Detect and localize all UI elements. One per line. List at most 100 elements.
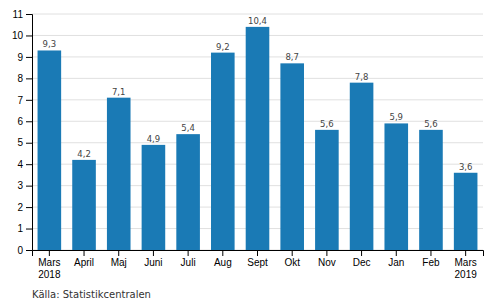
x-tick-mark bbox=[465, 250, 466, 256]
x-tick: Sept bbox=[247, 250, 268, 268]
x-tick-label-line: Maj bbox=[111, 257, 127, 268]
x-tick-label-line: Juli bbox=[181, 257, 196, 268]
x-tick-label: Okt bbox=[284, 257, 300, 268]
x-tick-label-line: Jan bbox=[388, 257, 404, 268]
data-label: 4,9 bbox=[147, 134, 161, 144]
y-tick-mark bbox=[26, 78, 32, 79]
x-tick-label: Juni bbox=[144, 257, 162, 268]
x-tick-mark bbox=[361, 250, 362, 256]
bar bbox=[419, 130, 443, 250]
x-tick-mark bbox=[49, 250, 50, 256]
bar bbox=[72, 160, 96, 250]
x-tick-mark bbox=[257, 250, 258, 256]
x-tick-mark bbox=[430, 250, 431, 256]
x-tick-label-line: Juni bbox=[144, 257, 162, 268]
y-tick: 1 bbox=[17, 223, 32, 234]
grid-line bbox=[32, 14, 483, 15]
x-tick-label: April bbox=[74, 257, 94, 268]
x-tick: Dec bbox=[353, 250, 371, 268]
x-tick: Juli bbox=[181, 250, 196, 268]
x-tick-label: Dec bbox=[353, 257, 371, 268]
data-label: 5,6 bbox=[320, 119, 334, 129]
y-tick-label: 11 bbox=[13, 9, 24, 20]
y-tick: 5 bbox=[17, 137, 32, 148]
y-tick-label: 2 bbox=[17, 202, 23, 213]
y-tick: 11 bbox=[13, 9, 32, 20]
data-label: 7,1 bbox=[112, 87, 126, 97]
y-tick-mark bbox=[26, 207, 32, 208]
bar bbox=[38, 50, 62, 250]
bar bbox=[280, 63, 304, 250]
bar bbox=[142, 145, 166, 250]
x-tick-label: Mars2019 bbox=[455, 257, 478, 280]
x-tick-label: Feb bbox=[422, 257, 440, 268]
bar bbox=[350, 83, 374, 250]
x-tick: Okt bbox=[284, 250, 300, 268]
x-tick: Aug bbox=[214, 250, 232, 268]
y-tick: 4 bbox=[17, 159, 32, 170]
bars bbox=[38, 27, 478, 250]
data-label: 10,4 bbox=[248, 16, 267, 26]
y-tick-mark bbox=[26, 250, 32, 251]
x-tick-label: Nov bbox=[318, 257, 336, 268]
y-tick: 8 bbox=[17, 73, 32, 84]
x-tick-mark bbox=[153, 250, 154, 256]
chart: 0 1 2 3 4 5 6 7 8 9 10 11 Mars2018 April Maj Juni Juli Au… bbox=[0, 0, 493, 304]
y-tick-mark bbox=[26, 35, 32, 36]
x-axis: Mars2018 April Maj Juni Juli Aug Sept Okt Nov Dec… bbox=[33, 250, 484, 280]
x-tick-label: Maj bbox=[111, 257, 127, 268]
x-tick-label-line: Okt bbox=[284, 257, 300, 268]
y-axis: 0 1 2 3 4 5 6 7 8 9 10 11 bbox=[12, 9, 33, 256]
y-tick-label: 1 bbox=[17, 223, 23, 234]
data-label: 5,4 bbox=[181, 123, 195, 133]
y-tick-label: 5 bbox=[17, 137, 23, 148]
x-tick: Jan bbox=[388, 250, 404, 268]
bar bbox=[315, 130, 339, 250]
bar bbox=[384, 123, 408, 250]
x-tick-label-line: Aug bbox=[214, 257, 232, 268]
x-tick-label-line: Dec bbox=[353, 257, 371, 268]
x-tick-label: Jan bbox=[388, 257, 404, 268]
x-tick: Juni bbox=[144, 250, 162, 268]
bar bbox=[176, 134, 200, 250]
bar bbox=[454, 173, 478, 250]
y-tick: 10 bbox=[12, 30, 32, 41]
x-tick-mark bbox=[326, 250, 327, 256]
grid bbox=[32, 14, 483, 250]
x-tick-label-line: Feb bbox=[422, 257, 440, 268]
x-tick-mark bbox=[292, 250, 293, 256]
data-label: 5,6 bbox=[424, 119, 438, 129]
x-tick-label-line: Nov bbox=[318, 257, 336, 268]
data-label: 9,2 bbox=[216, 42, 230, 52]
x-tick: Mars2019 bbox=[455, 250, 478, 280]
y-tick-mark bbox=[26, 186, 32, 187]
x-tick-label: Juli bbox=[181, 257, 196, 268]
x-tick-mark bbox=[222, 250, 223, 256]
y-tick-label: 9 bbox=[17, 52, 23, 63]
y-tick-mark bbox=[26, 100, 32, 101]
x-tick-label-line: April bbox=[74, 257, 94, 268]
y-tick-label: 4 bbox=[17, 159, 23, 170]
y-tick-mark bbox=[26, 57, 32, 58]
x-tick: April bbox=[74, 250, 94, 268]
x-tick-label-line: Mars bbox=[38, 257, 60, 268]
y-tick: 9 bbox=[17, 52, 32, 63]
x-axis-line bbox=[33, 251, 484, 257]
y-tick: 0 bbox=[17, 245, 32, 256]
data-label: 7,8 bbox=[355, 72, 369, 82]
x-tick-label-line: 2019 bbox=[455, 269, 478, 280]
bar bbox=[107, 98, 131, 250]
y-tick-label: 3 bbox=[17, 180, 23, 191]
y-tick-mark bbox=[26, 14, 32, 15]
x-tick-label-line: Sept bbox=[247, 257, 268, 268]
x-tick: Nov bbox=[318, 250, 336, 268]
y-tick-mark bbox=[26, 143, 32, 144]
y-tick-label: 6 bbox=[17, 116, 23, 127]
y-tick: 7 bbox=[17, 95, 32, 106]
y-tick-label: 10 bbox=[12, 30, 24, 41]
x-tick-label: Sept bbox=[247, 257, 268, 268]
bar bbox=[246, 27, 270, 250]
x-tick-label: Mars2018 bbox=[38, 257, 61, 280]
y-tick-mark bbox=[26, 121, 32, 122]
y-tick-label: 8 bbox=[17, 73, 23, 84]
